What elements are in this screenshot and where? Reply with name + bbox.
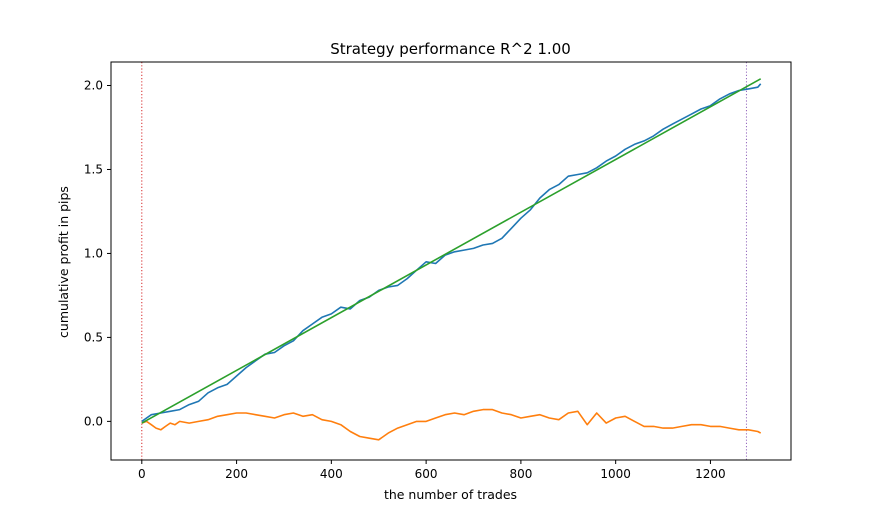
y-axis: 0.0 0.5 1.0 1.5 2.0 — [84, 79, 111, 428]
y-tick-label: 1.0 — [84, 246, 103, 260]
chart-title: Strategy performance R^2 1.00 — [330, 40, 571, 58]
y-tick-label: 0.5 — [84, 330, 103, 344]
x-tick-label: 600 — [415, 467, 438, 481]
y-tick-label: 1.5 — [84, 162, 103, 176]
x-axis: 0 200 400 600 800 1000 1200 — [138, 460, 726, 481]
cumulative-profit-line — [141, 83, 762, 423]
x-axis-title: the number of trades — [384, 487, 517, 502]
plot-area — [141, 62, 762, 460]
x-tick-label: 0 — [138, 467, 146, 481]
y-axis-title: cumulative profit in pips — [56, 186, 71, 338]
x-tick-label: 200 — [225, 467, 248, 481]
drawdown-line — [141, 408, 762, 441]
y-tick-label: 0.0 — [84, 414, 103, 428]
plot-frame — [110, 61, 792, 461]
y-tick-label: 2.0 — [84, 79, 103, 93]
x-tick-label: 400 — [320, 467, 343, 481]
x-tick-label: 1000 — [600, 467, 631, 481]
x-tick-label: 800 — [509, 467, 532, 481]
linear-fit-line — [141, 78, 762, 424]
x-tick-label: 1200 — [695, 467, 726, 481]
